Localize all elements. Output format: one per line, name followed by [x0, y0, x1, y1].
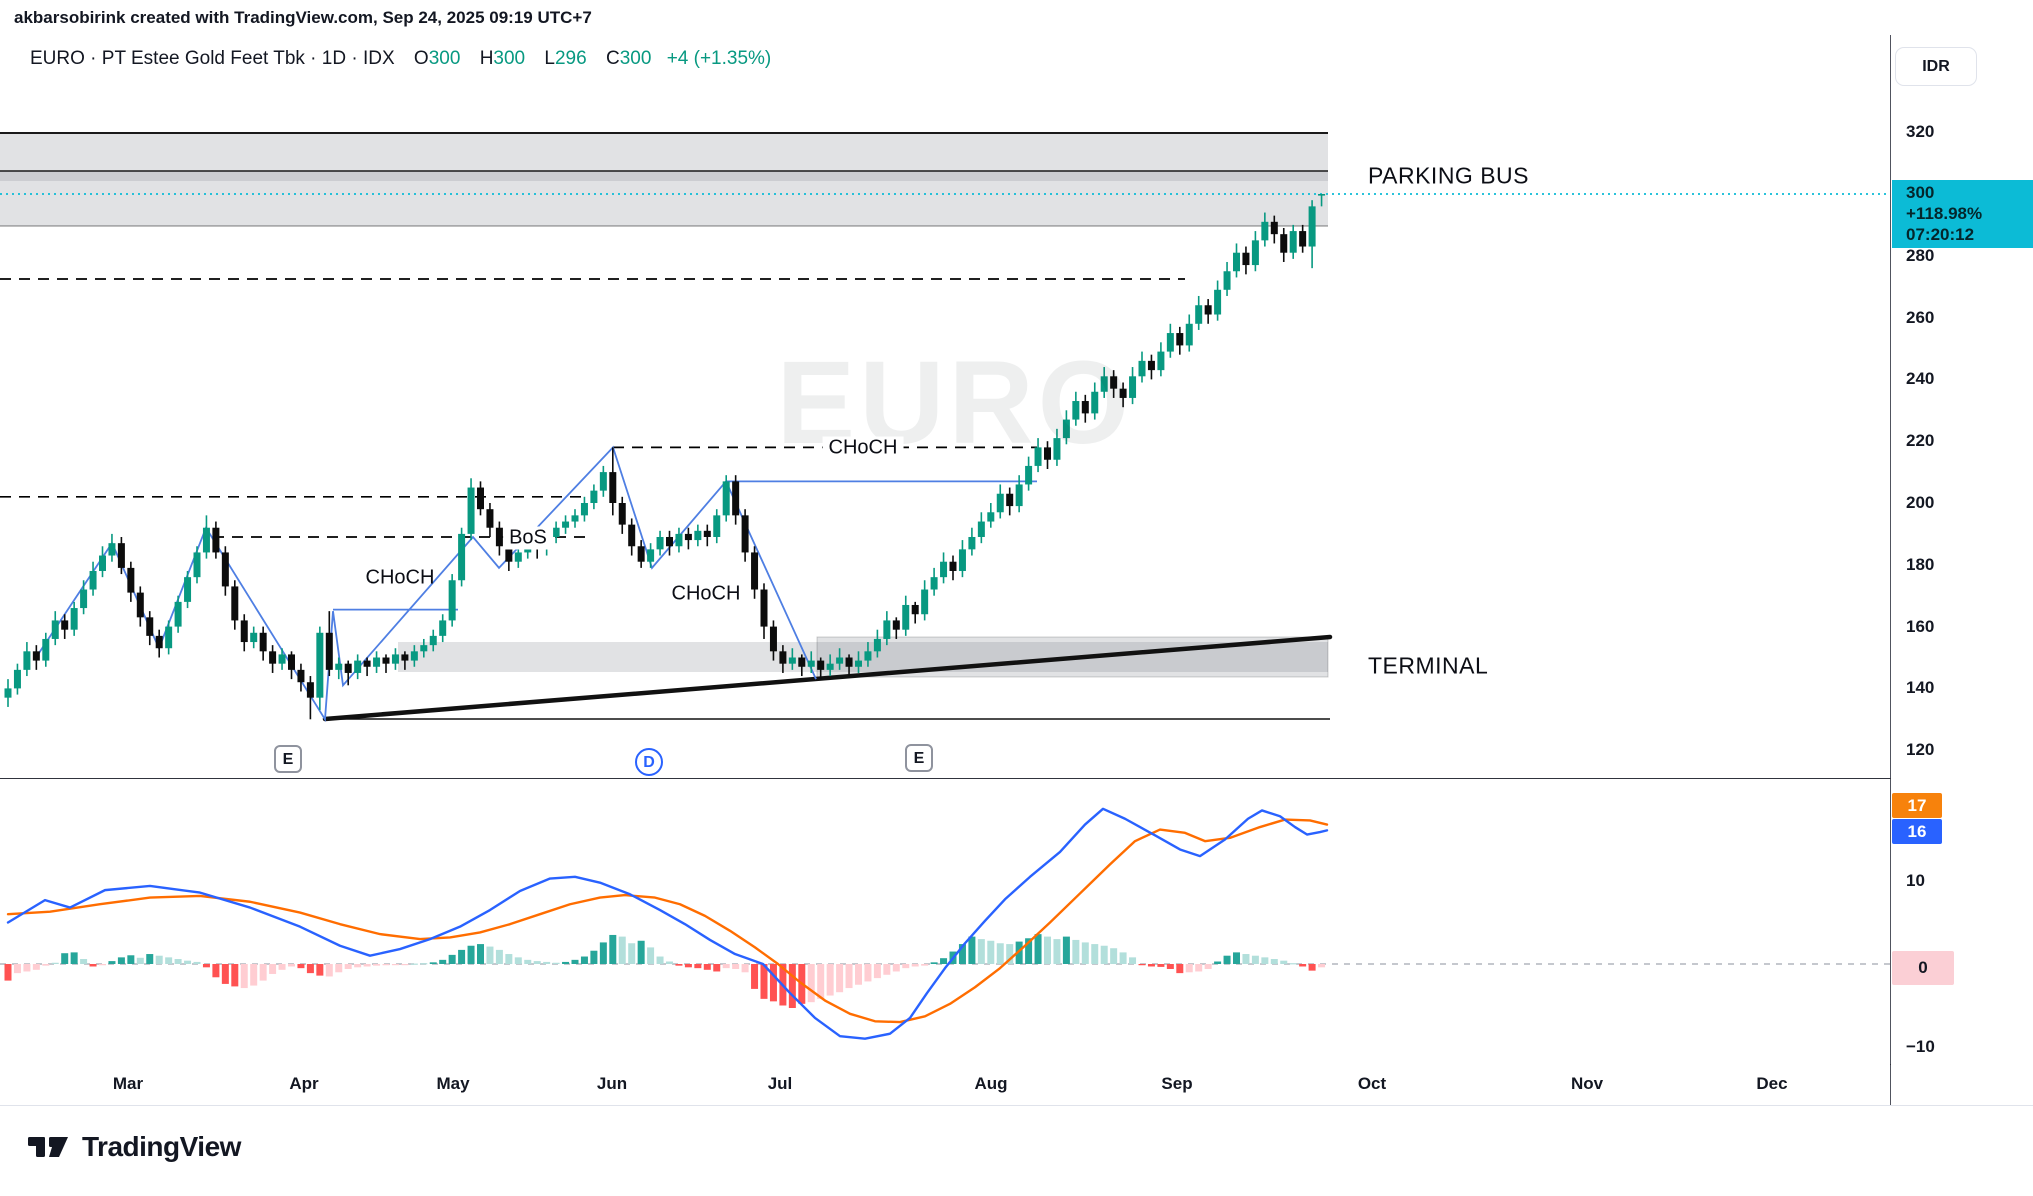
time-tick-sep[interactable]: Sep — [1161, 1074, 1193, 1093]
symbol-info-bar[interactable]: EURO · PT Estee Gold Feet Tbk · 1D · IDX… — [30, 48, 771, 70]
price-tick-220: 220 — [1906, 431, 1935, 450]
price-tick-280: 280 — [1906, 246, 1935, 265]
time-axis[interactable]: Mar Apr May Jun Jul Aug Sep Oct Nov Dec — [0, 1064, 1890, 1105]
time-tick-mar[interactable]: Mar — [112, 1074, 144, 1093]
price-tick-160: 160 — [1906, 617, 1935, 636]
time-tick-jul[interactable]: Jul — [767, 1074, 793, 1093]
demand-zone-light — [398, 642, 1328, 672]
macd-histogram — [4, 934, 1326, 1008]
main-chart-svg — [0, 132, 1890, 1040]
attribution-bar: akbarsobirink created with TradingView.c… — [0, 0, 2033, 36]
supply-zone-upper — [0, 133, 1328, 171]
symbol-title[interactable]: EURO · PT Estee Gold Feet Tbk · 1D · IDX — [30, 48, 395, 69]
open-label: O — [413, 48, 429, 69]
price-tick-240: 240 — [1906, 369, 1935, 388]
annotation-choch[interactable]: CHoCH — [671, 582, 741, 605]
price-tick-180: 180 — [1906, 555, 1935, 574]
supply-zone-strip — [0, 171, 1328, 181]
time-tick-may[interactable]: May — [436, 1074, 470, 1093]
macd-line — [6, 807, 1329, 1040]
pane-divider[interactable] — [0, 778, 2033, 779]
price-tick-260: 260 — [1906, 308, 1935, 327]
change-value: +4 (+1.35%) — [666, 48, 772, 69]
price-tick-200: 200 — [1906, 493, 1935, 512]
dividend-marker[interactable]: D — [635, 748, 663, 776]
earnings-marker-2[interactable]: E — [905, 744, 933, 772]
currency-button[interactable]: IDR — [1895, 47, 1977, 86]
chart-pane[interactable]: EURO EURO · PT Estee Gold Feet Tbk · 1D … — [0, 35, 1890, 1105]
low-label: L — [544, 48, 555, 69]
indicator-tick-10: 10 — [1906, 871, 1925, 890]
time-tick-nov[interactable]: Nov — [1570, 1074, 1604, 1093]
time-tick-apr[interactable]: Apr — [289, 1074, 319, 1093]
last-price-badge: 300 +118.98% 07:20:12 — [1892, 180, 2033, 248]
open-value: 300 — [428, 48, 461, 69]
time-tick-dec[interactable]: Dec — [1756, 1074, 1788, 1093]
low-value: 296 — [554, 48, 587, 69]
price-axis[interactable]: IDR 320 280 260 240 220 200 180 160 140 120 300 +… — [1891, 35, 2033, 1105]
earnings-marker-0[interactable]: E — [274, 745, 302, 773]
indicator-zero-badge: 0 — [1892, 951, 1954, 985]
annotation-parking-bus[interactable]: PARKING BUS — [1368, 162, 1529, 189]
price-axis-separator — [1890, 35, 1891, 1106]
last-price-change: +118.98% — [1906, 204, 1983, 223]
high-label: H — [479, 48, 494, 69]
time-tick-jun[interactable]: Jun — [596, 1074, 628, 1093]
high-value: 300 — [493, 48, 526, 69]
tradingview-logo-text[interactable]: TradingView — [82, 1131, 241, 1162]
candles-group — [4, 194, 1326, 720]
time-tick-aug[interactable]: Aug — [974, 1074, 1008, 1093]
annotation-choch[interactable]: CHoCH — [365, 566, 435, 589]
price-tick-120: 120 — [1906, 740, 1935, 759]
last-price-countdown: 07:20:12 — [1906, 225, 1975, 244]
indicator-tick-−10: −10 — [1906, 1037, 1935, 1056]
close-value: 300 — [619, 48, 652, 69]
time-tick-oct[interactable]: Oct — [1357, 1074, 1387, 1093]
price-tick-320: 320 — [1906, 122, 1935, 141]
annotation-choch[interactable]: CHoCH — [822, 436, 904, 460]
time-axis-bottom-line — [0, 1105, 2033, 1106]
signal-value-badge: 17 — [1892, 793, 1942, 818]
footer: TradingView — [28, 1122, 241, 1172]
supply-zone-lower — [0, 181, 1328, 226]
attribution-text: akbarsobirink created with TradingView.c… — [14, 8, 592, 27]
tradingview-logo-icon[interactable] — [28, 1130, 72, 1164]
macd-value-badge: 16 — [1892, 819, 1942, 844]
last-price-value: 300 — [1906, 183, 1935, 202]
price-tick-140: 140 — [1906, 678, 1935, 697]
annotation-terminal[interactable]: TERMINAL — [1368, 652, 1489, 679]
close-label: C — [605, 48, 620, 69]
macd-signal-line — [6, 818, 1329, 1024]
trend-line — [322, 634, 1333, 722]
annotation-bos[interactable]: BoS — [503, 526, 553, 550]
